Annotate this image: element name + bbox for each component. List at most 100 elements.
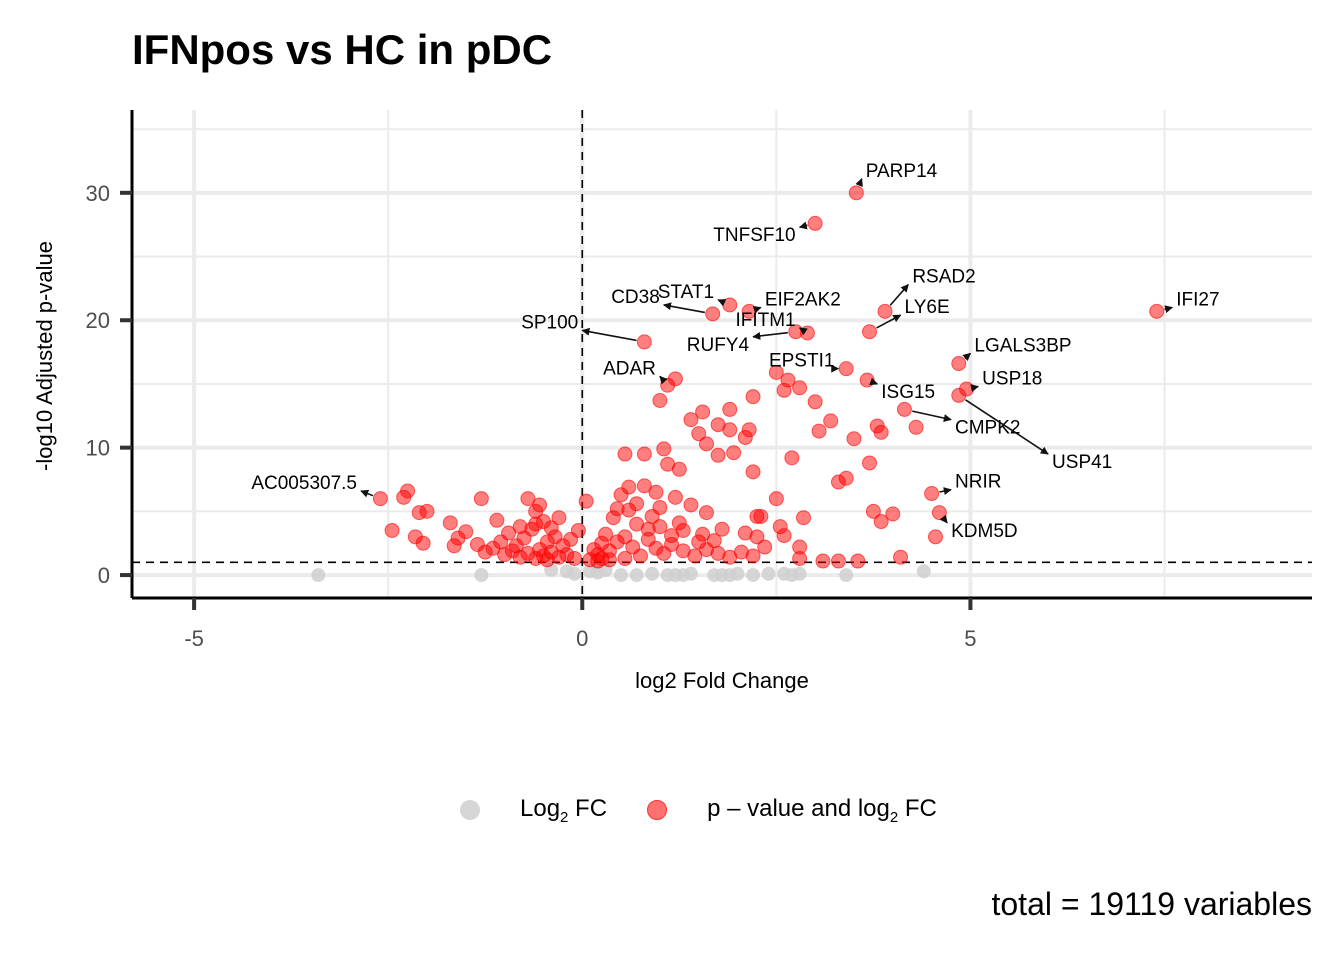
point-log2fc — [916, 564, 931, 579]
gene-label: CMPK2 — [955, 418, 1020, 439]
annotation-arrow — [939, 514, 948, 524]
point-significant — [714, 521, 730, 537]
point-significant — [632, 548, 648, 564]
point-significant — [877, 303, 893, 319]
point-significant — [636, 478, 652, 494]
point-significant — [749, 508, 765, 524]
data-points — [311, 185, 1165, 583]
point-significant — [528, 516, 544, 532]
point-significant — [698, 436, 714, 452]
point-significant — [776, 528, 792, 544]
point-significant — [396, 489, 412, 505]
legend-swatch-red — [647, 799, 668, 820]
point-significant — [1149, 303, 1165, 319]
point-significant — [687, 548, 703, 564]
point-significant — [636, 446, 652, 462]
point-significant — [384, 522, 400, 538]
x-axis-label: log2 Fold Change — [635, 668, 809, 693]
point-significant — [830, 553, 846, 569]
gene-label: TNFSF10 — [713, 225, 795, 246]
gene-label: PARP14 — [866, 161, 938, 182]
gene-label: NRIR — [955, 472, 1001, 493]
point-significant — [621, 479, 637, 495]
point-significant — [726, 445, 742, 461]
gene-label: IFITM1 — [735, 310, 795, 331]
gene-label: USP18 — [982, 368, 1042, 389]
annotation-arrow — [798, 327, 808, 336]
point-significant — [652, 393, 668, 409]
y-tick-label: 0 — [98, 563, 110, 588]
annotation-arrow — [798, 221, 808, 230]
point-significant — [698, 505, 714, 521]
point-significant — [636, 334, 652, 350]
gene-label: KDM5D — [951, 521, 1018, 542]
annotation-arrow — [962, 352, 972, 362]
point-log2fc — [792, 566, 807, 581]
gene-label: STAT1 — [658, 282, 714, 303]
point-significant — [578, 493, 594, 509]
point-significant — [691, 534, 707, 550]
point-significant — [450, 530, 466, 546]
point-significant — [652, 500, 668, 516]
point-significant — [691, 426, 707, 442]
point-significant — [792, 380, 808, 396]
point-significant — [792, 551, 808, 567]
point-log2fc — [730, 566, 745, 581]
point-significant — [830, 474, 846, 490]
point-significant — [497, 547, 513, 563]
point-significant — [567, 551, 582, 567]
point-significant — [741, 422, 757, 438]
point-significant — [473, 491, 489, 507]
gene-label: IFI27 — [1176, 289, 1219, 310]
point-significant — [776, 382, 792, 398]
point-significant — [411, 505, 427, 521]
x-tick-label: -5 — [184, 626, 204, 651]
point-log2fc — [761, 566, 776, 581]
point-log2fc — [590, 565, 605, 580]
annotation-arrow — [752, 305, 762, 314]
point-significant — [415, 535, 431, 551]
annotation-arrow — [360, 489, 374, 498]
point-significant — [372, 491, 388, 507]
point-significant — [951, 387, 967, 403]
gene-label: LGALS3BP — [974, 335, 1071, 356]
y-tick-label: 10 — [86, 436, 110, 461]
annotation-arrow — [581, 327, 637, 342]
point-significant — [815, 553, 831, 569]
point-significant — [543, 520, 559, 536]
point-significant — [893, 549, 909, 565]
point-significant — [664, 528, 680, 544]
point-significant — [629, 496, 645, 512]
point-significant — [442, 515, 458, 531]
gene-label: LY6E — [905, 297, 950, 318]
chart-title: IFNpos vs HC in pDC — [132, 26, 553, 73]
legend-item-pvalue-log2fc: p – value and log2 FC — [647, 795, 937, 825]
annotation-arrow — [965, 399, 1049, 455]
annotation-arrow — [912, 410, 952, 422]
point-significant — [850, 553, 866, 569]
gene-label: AC005307.5 — [251, 473, 357, 494]
annotation-arrow — [662, 302, 705, 314]
point-log2fc — [629, 568, 644, 583]
point-significant — [683, 412, 699, 428]
point-significant — [848, 185, 864, 201]
volcano-plot: PARP14TNFSF10IFI27RSAD2LY6EEIF2AK2STAT1C… — [32, 110, 1312, 693]
y-axis-label: -log10 Adjusted p-value — [32, 241, 57, 471]
gene-label: CD38 — [611, 287, 660, 308]
gene-label: ISG15 — [881, 382, 935, 403]
point-significant — [908, 419, 924, 435]
legend-item-log2fc: Log2 FC — [460, 795, 607, 825]
point-significant — [873, 514, 889, 530]
point-significant — [640, 521, 656, 537]
point-significant — [807, 215, 823, 231]
point-significant — [722, 422, 738, 438]
point-log2fc — [567, 566, 582, 581]
legend: Log2 FC p – value and log2 FC — [460, 790, 937, 830]
annotation-arrow — [889, 283, 909, 306]
point-significant — [873, 424, 889, 440]
point-significant — [745, 464, 761, 480]
point-significant — [924, 486, 940, 502]
point-significant — [811, 423, 827, 439]
gene-label: EPSTI1 — [769, 351, 834, 372]
gene-label: RSAD2 — [912, 267, 975, 288]
